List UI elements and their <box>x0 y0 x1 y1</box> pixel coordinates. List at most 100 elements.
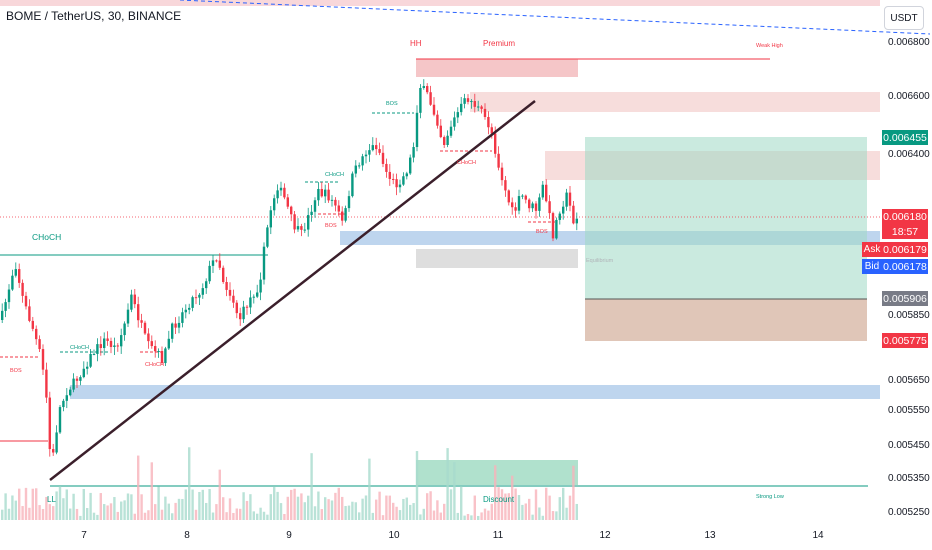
candle-body <box>487 116 490 128</box>
candle-body <box>154 346 157 352</box>
symbol-title: BOME / TetherUS, 30, BINANCE <box>6 9 182 23</box>
candle-body <box>368 150 371 155</box>
volume-bar <box>432 510 436 520</box>
volume-bar <box>259 507 262 520</box>
volume-bar <box>65 489 68 520</box>
candle-body <box>575 218 578 224</box>
volume-bars <box>1 447 578 520</box>
candle-body <box>480 106 483 109</box>
volume-bar <box>555 511 558 520</box>
x-tick-label: 12 <box>599 530 611 541</box>
volume-bar <box>147 510 150 520</box>
volume-bar <box>245 500 249 520</box>
candle-body <box>538 197 541 211</box>
candle-body <box>164 348 167 364</box>
candle-body <box>269 210 272 228</box>
volume-bar <box>344 505 347 520</box>
volume-bar <box>188 447 191 520</box>
candle-body <box>385 163 388 172</box>
currency-button[interactable]: USDT <box>884 6 924 30</box>
candle-body <box>449 126 453 136</box>
volume-bar <box>62 498 65 520</box>
candle-body <box>79 377 82 381</box>
volume-bar <box>79 515 82 520</box>
candle-body <box>334 199 337 206</box>
discount-label: Discount <box>483 495 515 504</box>
candle-body <box>123 323 126 336</box>
candle-body <box>218 260 221 268</box>
volume-bar <box>388 495 391 520</box>
bos-label-4: BOS <box>536 229 548 235</box>
volume-bar <box>181 498 184 520</box>
volume-bar <box>517 495 521 520</box>
volume-bar <box>466 513 470 520</box>
candle-body <box>252 296 255 298</box>
volume-bar <box>109 503 113 520</box>
candle-body <box>477 106 480 108</box>
candle-body <box>327 189 330 201</box>
volume-bar <box>490 503 493 520</box>
volume-bar <box>354 502 357 520</box>
stop-zone <box>585 299 867 341</box>
candle-body <box>324 189 327 197</box>
candle-body <box>181 312 184 323</box>
candle-body <box>120 335 123 347</box>
volume-bar <box>225 512 228 520</box>
candle-body <box>184 309 187 313</box>
candle-body <box>375 145 378 150</box>
candle-body <box>283 187 286 198</box>
volume-bar <box>120 501 123 520</box>
volume-bar <box>463 515 466 520</box>
candle-body <box>225 281 228 290</box>
countdown-badge: 18:57 <box>882 224 928 239</box>
volume-bar <box>470 515 473 520</box>
volume-bar <box>426 493 429 520</box>
candle-body <box>72 378 75 390</box>
volume-bar <box>123 500 126 520</box>
volume-bar <box>371 512 374 520</box>
volume-bar <box>143 512 147 520</box>
candle-body <box>7 289 11 303</box>
volume-bar <box>75 508 79 520</box>
volume-bar <box>330 500 334 520</box>
dashed-trend-line <box>179 0 931 35</box>
x-tick-label: 7 <box>81 530 87 541</box>
y-tick-label: 0.006600 <box>888 91 930 102</box>
candle-body <box>337 205 340 212</box>
volume-bar <box>351 501 354 520</box>
volume-bar <box>167 503 170 520</box>
top-supply-strip <box>0 0 880 6</box>
candle-body <box>483 108 487 117</box>
demand-zone-2 <box>70 385 880 399</box>
volume-bar <box>266 514 269 520</box>
candle-body <box>143 322 147 334</box>
volume-bar <box>48 504 51 520</box>
y-tick-label: 0.005550 <box>888 405 930 416</box>
candle-body <box>191 297 194 308</box>
volume-bar <box>72 493 75 520</box>
choch-label-2: CHoCH <box>145 362 164 368</box>
volume-bar <box>385 495 388 520</box>
y-tick-label: 0.006400 <box>888 149 930 160</box>
premium-label: Premium <box>483 39 515 48</box>
volume-bar <box>92 512 96 520</box>
volume-bar <box>273 487 276 520</box>
candle-body <box>446 135 449 145</box>
candle-body <box>354 165 357 174</box>
candle-body <box>392 178 395 180</box>
candle-body <box>205 281 208 289</box>
candle-body <box>402 176 405 185</box>
candle-body <box>358 165 361 167</box>
volume-bar <box>409 504 412 520</box>
ask-tag: Ask <box>862 242 882 257</box>
candle-body <box>290 206 293 215</box>
bos-label-2: BOS <box>325 223 337 229</box>
volume-bar <box>31 488 34 520</box>
candle-body <box>429 92 432 105</box>
volume-bar <box>293 488 296 520</box>
candle-body <box>528 199 531 209</box>
candle-body <box>361 156 364 166</box>
volume-bar <box>89 492 92 520</box>
candle-body <box>45 369 48 398</box>
